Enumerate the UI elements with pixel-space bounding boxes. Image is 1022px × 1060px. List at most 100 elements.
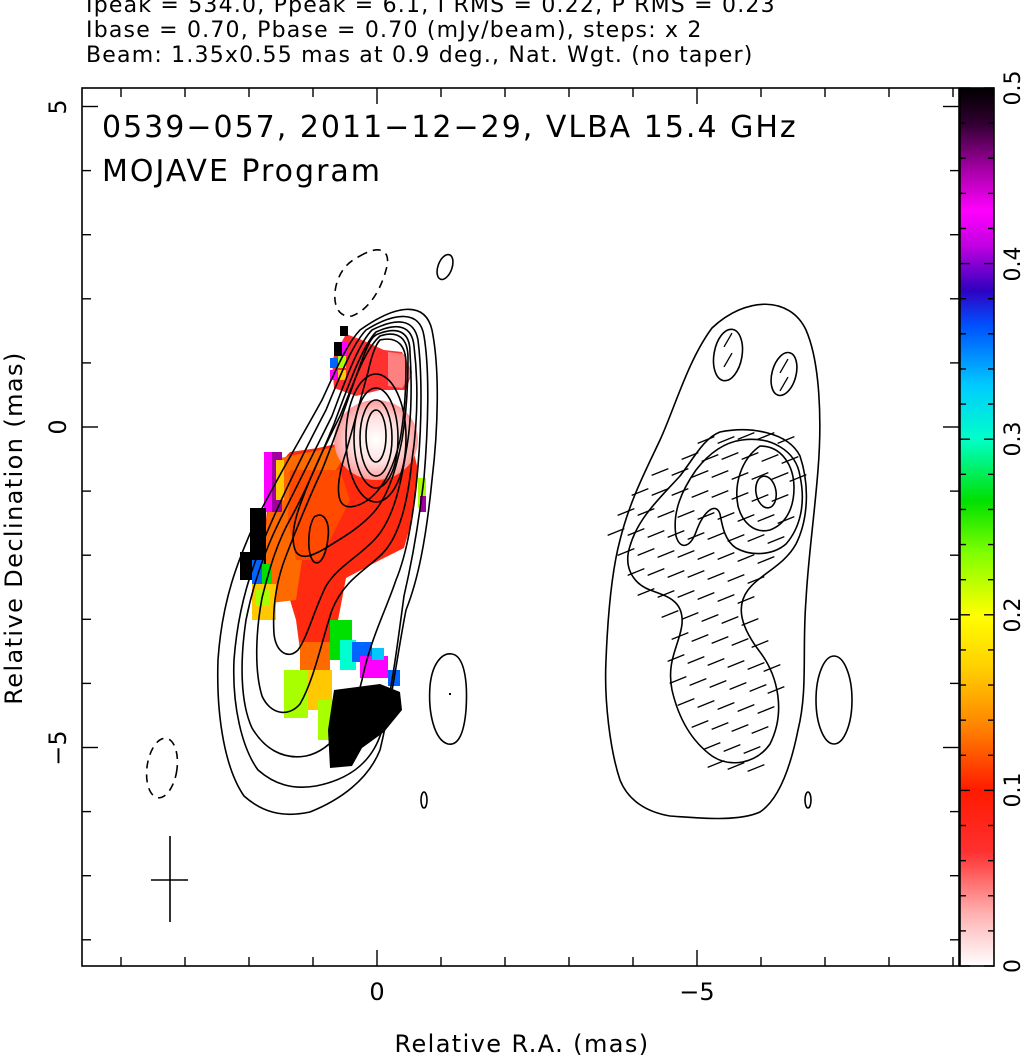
y-tick-label-5: 5 xyxy=(44,99,72,114)
evpa-tick xyxy=(757,556,775,564)
evpa-tick xyxy=(687,570,705,578)
evpa-tick xyxy=(731,724,749,732)
beam-marker xyxy=(151,836,188,922)
evpa-tick xyxy=(647,568,665,576)
colorbar-label-0.1: 0.1 xyxy=(1001,773,1022,808)
evpa-tick xyxy=(667,530,685,538)
evpa-tick xyxy=(723,332,733,348)
evpa-tick xyxy=(779,358,789,374)
evpa-tick xyxy=(771,472,789,480)
evpa-tick xyxy=(671,488,689,496)
evpa-tick xyxy=(697,592,715,600)
contour-blob-right xyxy=(428,653,468,745)
evpa-tick xyxy=(751,472,769,480)
header-line-1: Ipeak = 534.0, Ppeak = 6.1, I RMS = 0.22… xyxy=(86,0,776,18)
evpa-tick xyxy=(757,432,775,440)
evpa-tick xyxy=(727,534,745,542)
evpa-tick xyxy=(751,640,769,648)
chart-subtitle: MOJAVE Program xyxy=(102,154,383,189)
x-axis-label: Relative R.A. (mas) xyxy=(394,1030,650,1058)
x-tick-label-0: 0 xyxy=(369,978,384,1006)
pol-contour-outer xyxy=(604,303,821,820)
evpa-tick xyxy=(703,742,721,750)
neg-contour-top xyxy=(334,249,389,317)
colorbar-label-0.4: 0.4 xyxy=(1001,247,1022,282)
evpa-tick xyxy=(747,534,765,542)
evpa-tick xyxy=(667,654,685,662)
evpa-tick xyxy=(723,744,741,752)
evpa-tick xyxy=(717,594,735,602)
negative-contours xyxy=(145,249,389,799)
evpa-tick xyxy=(747,576,765,584)
evpa-tick xyxy=(731,638,749,646)
evpa-tick xyxy=(689,678,707,686)
colorbar-label-0.3: 0.3 xyxy=(1001,422,1022,457)
evpa-tick xyxy=(657,510,675,518)
evpa-tick xyxy=(627,568,645,576)
evpa-tick xyxy=(631,488,649,496)
evpa-tick xyxy=(771,494,789,502)
colorbar-ticks xyxy=(960,87,994,967)
evpa-tick xyxy=(777,436,795,444)
evpa-tick xyxy=(661,610,679,618)
evpa-tick xyxy=(779,376,789,392)
evpa-tick xyxy=(723,352,733,368)
contour-10 xyxy=(359,399,393,477)
evpa-tick xyxy=(657,550,675,558)
polarized-panel xyxy=(604,303,853,820)
y-tick-label-minus5: −5 xyxy=(44,730,72,765)
evpa-tick xyxy=(669,676,687,684)
contour-outer xyxy=(216,308,439,816)
evpa-tick xyxy=(717,512,735,520)
evpa-tick xyxy=(747,764,765,772)
evpa-tick xyxy=(651,468,669,476)
pol-contour-blob3 xyxy=(815,655,853,745)
evpa-tick xyxy=(657,590,675,598)
evpa-tick xyxy=(737,554,755,562)
evpa-tick xyxy=(727,574,745,582)
evpa-tick xyxy=(731,472,749,480)
evpa-tick xyxy=(743,746,761,754)
evpa-tick xyxy=(671,468,689,476)
evpa-tick xyxy=(731,492,749,500)
evpa-tick xyxy=(627,528,645,536)
y-axis-label: Relative Declination (mas) xyxy=(0,351,28,705)
evpa-tick xyxy=(737,596,755,604)
evpa-tick xyxy=(697,436,715,444)
evpa-tick xyxy=(717,552,735,560)
evpa-tick xyxy=(697,512,715,520)
evpa-tick xyxy=(647,530,665,538)
evpa-tick xyxy=(721,452,739,460)
evpa-tick xyxy=(751,494,769,502)
evpa-tick xyxy=(741,618,759,626)
header-line-3: Beam: 1.35x0.55 mas at 0.9 deg., Nat. Wg… xyxy=(86,43,754,68)
evpa-tick xyxy=(767,536,785,544)
evpa-tick xyxy=(717,702,735,710)
evpa-tick xyxy=(691,470,709,478)
evpa-tick xyxy=(687,532,705,540)
evpa-tick xyxy=(711,636,729,644)
evpa-tick xyxy=(709,680,727,688)
evpa-tick xyxy=(751,726,769,734)
pol-contour-4 xyxy=(736,445,795,532)
evpa-tick xyxy=(671,632,689,640)
colorbar-label-0.5: 0.5 xyxy=(1001,71,1022,106)
pol-contour-2 xyxy=(626,429,808,764)
header-line-2: Ibase = 0.70, Pbase = 0.70 (mJy/beam), s… xyxy=(86,18,703,43)
evpa-tick xyxy=(711,722,729,730)
evpa-tick xyxy=(757,706,775,714)
pol-contour-5 xyxy=(754,475,778,509)
contour-3 xyxy=(241,321,422,758)
fracpol-region-black xyxy=(328,684,402,768)
evpa-tick xyxy=(637,508,655,516)
contour-blob-topright xyxy=(436,253,454,281)
evpa-tick xyxy=(767,686,785,694)
intensity-contours xyxy=(216,253,468,816)
contour-2 xyxy=(232,315,429,789)
evpa-tick xyxy=(607,528,625,536)
colorbar-label-0: 0 xyxy=(1001,959,1022,973)
evpa-tick xyxy=(747,662,765,670)
contour-local-knot xyxy=(308,514,330,564)
pol-contour-blob2 xyxy=(770,351,798,397)
